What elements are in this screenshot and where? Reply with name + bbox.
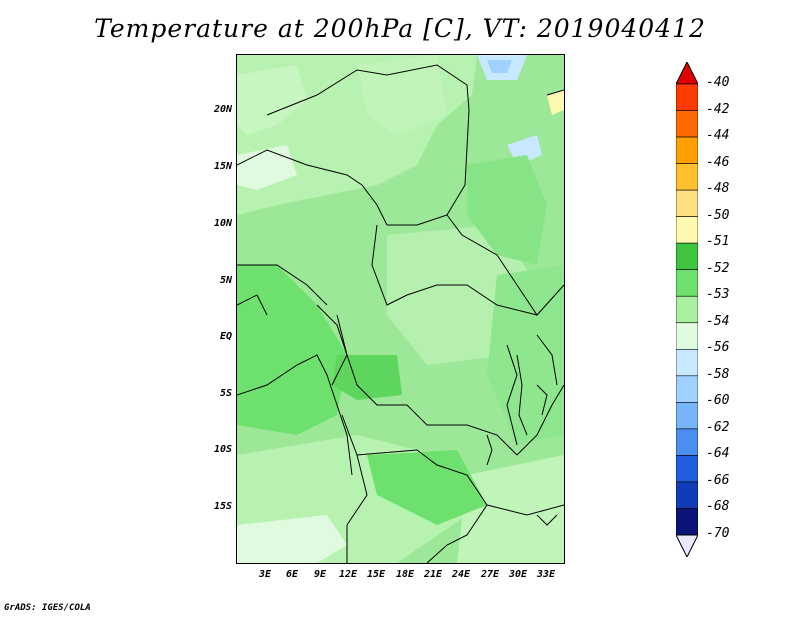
- y-tick-label-10s: 10S: [213, 444, 232, 455]
- colorbar-label: -50: [706, 207, 730, 223]
- colorbar-swatch: [676, 295, 698, 324]
- x-tick-label-6e: 6E: [285, 569, 299, 580]
- colorbar: [676, 62, 698, 557]
- field-region-southeast: [457, 455, 564, 563]
- y-tick-label-10n: 10N: [213, 218, 232, 229]
- colorbar-swatch: [676, 402, 698, 430]
- x-tick-label-15e: 15E: [366, 569, 386, 580]
- coastlines-and-lakes: [237, 354, 558, 526]
- x-tick-label-12e: 12E: [338, 569, 358, 580]
- colorbar-swatch: [676, 455, 698, 483]
- colorbar-label: -53: [706, 287, 730, 303]
- field-region-east-lakes: [487, 265, 564, 445]
- x-tick-label-21e: 21E: [423, 569, 443, 580]
- colorbar-swatch: [676, 163, 698, 191]
- colorbar-label: -60: [706, 393, 730, 409]
- field-region-north-center: [357, 55, 447, 135]
- colorbar-swatch: [676, 83, 698, 111]
- colorbar-swatch: [676, 428, 698, 456]
- x-tick-label-27e: 27E: [480, 569, 500, 580]
- colorbar-label: -51: [706, 234, 730, 250]
- y-tick-label-15s: 15S: [213, 501, 232, 512]
- colorbar-label: -54: [706, 313, 730, 329]
- colorbar-swatch: [676, 348, 698, 377]
- colorbar-label: -42: [706, 101, 730, 117]
- colorbar-label: -62: [706, 419, 730, 435]
- country-borders: [237, 64, 564, 563]
- field-region-congo-dark: [332, 355, 402, 400]
- colorbar-label: -48: [706, 181, 730, 197]
- field-region-northwest: [237, 65, 307, 135]
- x-tick-label-3e: 3E: [258, 569, 272, 580]
- y-tick-label-20n: 20N: [213, 104, 232, 115]
- y-tick-label-5n: 5N: [219, 275, 232, 286]
- x-tick-label-9e: 9E: [313, 569, 327, 580]
- colorbar-swatch: [676, 508, 698, 536]
- colorbar-label: -68: [706, 499, 730, 515]
- colorbar-label: -52: [706, 260, 730, 276]
- footer-credit: GrADS: IGES/COLA: [4, 603, 91, 613]
- field-patch-blue-north-core: [487, 60, 512, 73]
- colorbar-swatch: [676, 269, 698, 297]
- colorbar-max-triangle: [676, 62, 698, 85]
- colorbar-label: -66: [706, 472, 730, 488]
- colorbar-swatch: [676, 322, 698, 350]
- x-tick-label-18e: 18E: [395, 569, 415, 580]
- y-tick-label-eq: EQ: [219, 331, 232, 342]
- colorbar-label: -44: [706, 128, 730, 144]
- y-tick-label-15n: 15N: [213, 161, 232, 172]
- chart-title: Temperature at 200hPa [C], VT: 201904041…: [94, 14, 706, 43]
- x-tick-label-30e: 30E: [508, 569, 528, 580]
- colorbar-min-triangle: [676, 534, 698, 557]
- y-tick-label-5s: 5S: [219, 388, 232, 399]
- colorbar-swatch: [676, 242, 698, 271]
- map-plot-area: [236, 54, 565, 564]
- field-region-west-dark: [237, 265, 347, 435]
- field-region-east: [467, 155, 547, 265]
- x-tick-label-33e: 33E: [536, 569, 556, 580]
- colorbar-label: -40: [706, 75, 730, 90]
- field-patch-west: [237, 145, 297, 190]
- colorbar-swatch: [676, 481, 698, 509]
- colorbar-swatch: [676, 375, 698, 403]
- colorbar-swatch: [676, 216, 698, 244]
- field-region-angola-dark: [367, 450, 487, 525]
- colorbar-label: -56: [706, 340, 730, 356]
- colorbar-label: -64: [706, 446, 730, 462]
- colorbar-label: -70: [706, 526, 730, 541]
- colorbar-swatch: [676, 136, 698, 164]
- colorbar-label: -58: [706, 366, 730, 382]
- x-tick-label-24e: 24E: [451, 569, 471, 580]
- colorbar-label: -46: [706, 154, 730, 170]
- colorbar-swatch: [676, 110, 698, 138]
- colorbar-swatch: [676, 189, 698, 217]
- field-patch-southwest: [237, 515, 347, 563]
- field-patch-warm-northeast: [547, 90, 564, 115]
